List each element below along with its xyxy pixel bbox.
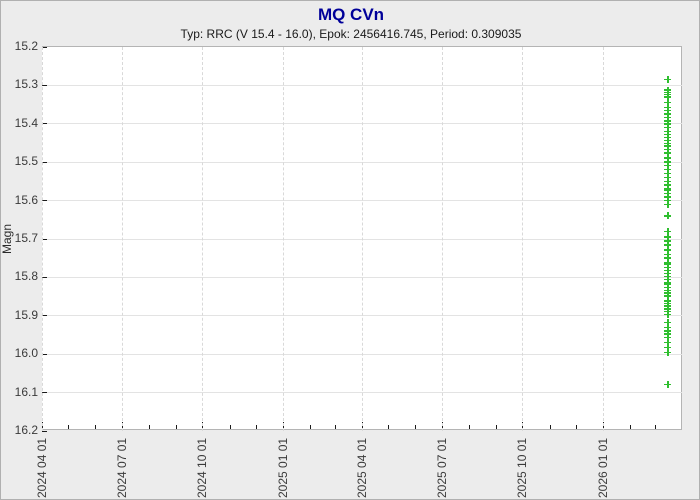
data-point [664, 237, 672, 245]
x-axis-tick-label: 2026 01 01 [596, 437, 611, 498]
data-point [664, 124, 672, 132]
data-point [664, 212, 672, 220]
data-point [664, 310, 672, 318]
data-point [664, 246, 672, 254]
vertical-gridline [522, 47, 524, 431]
vertical-gridline [603, 47, 605, 431]
y-axis-tick [42, 161, 47, 163]
vertical-gridline [283, 47, 285, 431]
y-axis-tick [42, 46, 47, 48]
x-axis-tick [654, 425, 656, 429]
data-point [664, 334, 672, 342]
x-axis-tick [334, 425, 336, 429]
x-axis-tick [176, 425, 178, 429]
y-axis-tick [42, 200, 47, 202]
y-axis-tick [42, 84, 47, 86]
data-point [664, 349, 672, 357]
x-axis-tick-label: 2025 01 01 [276, 437, 291, 498]
data-point [664, 319, 672, 327]
data-point [664, 149, 672, 157]
data-point [664, 344, 672, 352]
data-point [664, 174, 672, 182]
x-axis-tick [575, 425, 577, 429]
y-axis-tick-label: 15.5 [14, 154, 38, 169]
x-axis-tick-label: 2024 10 01 [195, 437, 210, 498]
y-axis-tick [42, 392, 47, 394]
vertical-gridline [202, 47, 204, 431]
data-point [664, 165, 672, 173]
data-point [664, 170, 672, 178]
data-point [664, 339, 672, 347]
y-axis-tick [42, 123, 47, 125]
x-axis-tick [496, 425, 498, 429]
data-point [664, 154, 672, 162]
y-axis-tick [42, 430, 47, 432]
x-axis-tick [310, 425, 312, 429]
chart-subtitle: Typ: RRC (V 15.4 - 16.0), Epok: 2456416.… [180, 27, 522, 41]
data-point [664, 93, 672, 101]
data-point [664, 381, 672, 389]
y-axis-tick-label: 15.9 [14, 307, 38, 322]
x-axis-tick [229, 425, 231, 429]
x-axis-tick [630, 425, 632, 429]
data-point [664, 177, 672, 185]
data-point [664, 241, 672, 249]
data-point [664, 98, 672, 106]
x-axis-tick [255, 425, 257, 429]
data-point [664, 233, 672, 241]
data-point [664, 197, 672, 205]
vertical-gridline [42, 47, 43, 431]
x-axis-tick-label: 2024 07 01 [114, 437, 129, 498]
y-axis-tick [42, 238, 47, 240]
data-point [664, 113, 672, 121]
y-axis-tick-label: 16.0 [14, 346, 38, 361]
data-point [664, 292, 672, 300]
data-point [664, 161, 672, 169]
y-axis-tick-label: 15.7 [14, 231, 38, 245]
y-axis-tick-label: 15.3 [14, 77, 38, 92]
plot-area [42, 46, 682, 432]
y-axis-tick [42, 315, 47, 317]
x-axis-tick [95, 425, 97, 429]
x-axis-tick [388, 425, 390, 429]
x-axis-tick [468, 425, 470, 429]
x-axis-tick-label: 2025 10 01 [515, 437, 530, 498]
x-axis-tick [549, 425, 551, 429]
x-axis-tick-label: 2025 07 01 [434, 437, 449, 498]
y-axis-tick-label: 15.2 [14, 39, 38, 53]
data-point [664, 200, 672, 208]
vertical-gridline [441, 47, 443, 431]
y-axis-tick-label: 15.6 [14, 192, 38, 207]
y-axis-tick-label: 16.2 [14, 423, 38, 437]
vertical-gridline [121, 47, 123, 431]
x-axis-tick [68, 425, 70, 429]
vertical-gridline [362, 47, 363, 431]
x-axis-tick [415, 425, 417, 429]
data-point [664, 75, 672, 83]
y-axis-tick-label: 15.8 [14, 269, 38, 284]
y-axis-tick [42, 353, 47, 355]
x-axis-tick [148, 425, 150, 429]
y-axis-tick-label: 15.4 [14, 115, 38, 130]
data-point [664, 254, 672, 262]
x-axis-tick-label: 2024 04 01 [35, 437, 49, 498]
data-point [664, 250, 672, 258]
chart-title: MQ CVn [317, 5, 385, 24]
x-axis-tick-label: 2025 04 01 [355, 437, 369, 498]
y-axis-tick [42, 276, 47, 278]
y-axis-tick-label: 16.1 [14, 384, 38, 399]
data-point [664, 227, 672, 235]
data-point [664, 193, 672, 201]
